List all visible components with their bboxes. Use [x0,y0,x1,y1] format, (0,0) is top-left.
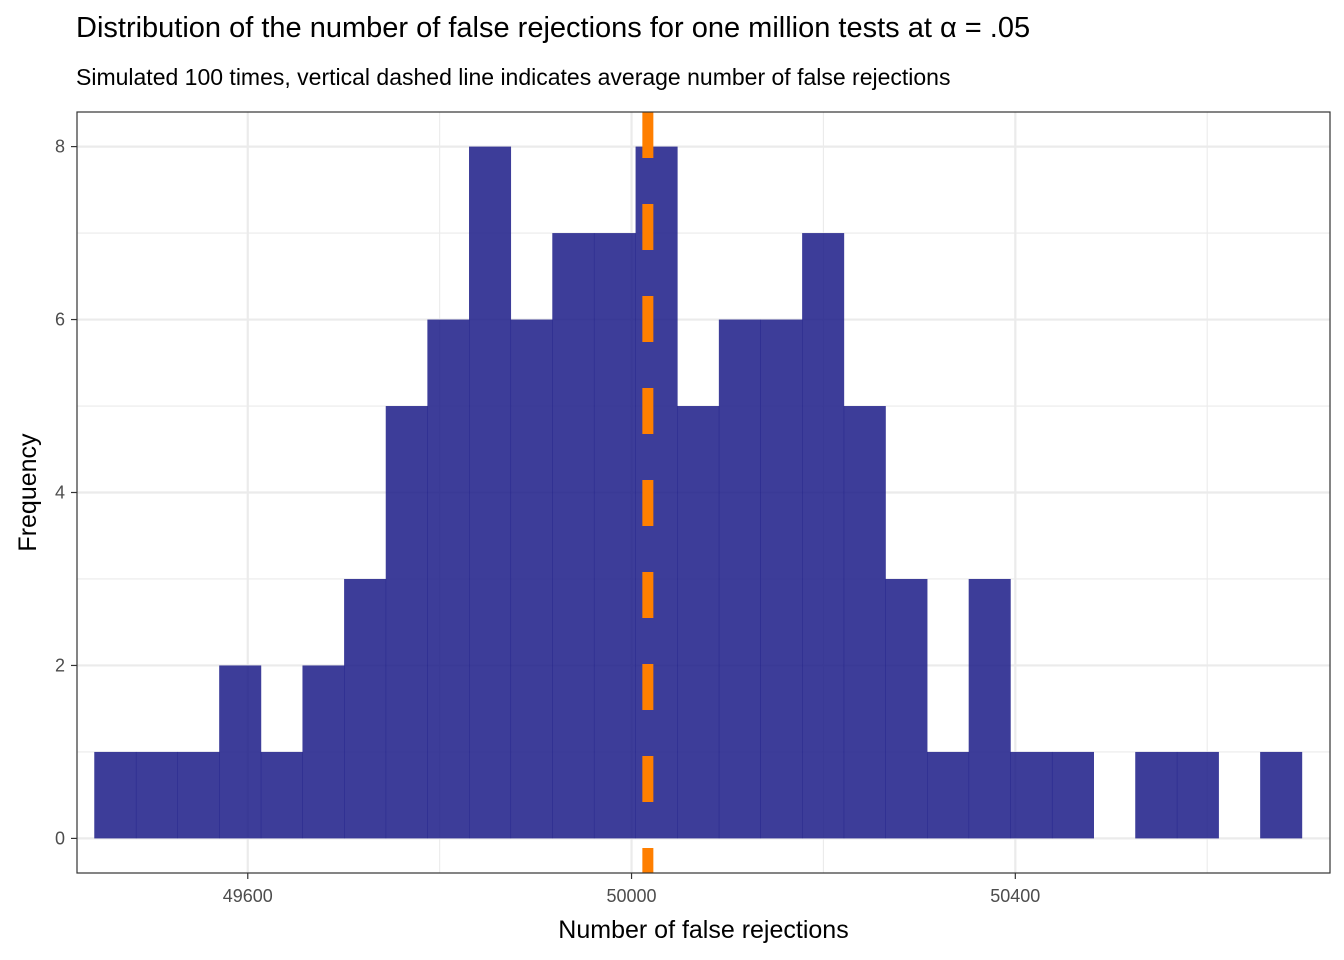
x-axis-title: Number of false rejections [558,916,848,944]
histogram-bar [1051,751,1094,839]
y-tick-label: 0 [55,828,65,848]
histogram-bar [260,751,303,839]
histogram-bar [635,146,678,839]
histogram-bar [843,406,886,839]
histogram-bar [302,665,345,839]
histogram-bar [135,751,178,839]
y-tick-label: 8 [55,137,65,157]
histogram-bar [885,578,928,839]
y-tick-label: 2 [55,655,65,675]
x-axis-ticks: 49600 50000 50400 [223,873,1040,906]
histogram-bars [94,146,1303,839]
histogram-bar [1260,751,1303,839]
chart-subtitle: Simulated 100 times, vertical dashed lin… [76,64,951,90]
chart-title: Distribution of the number of false reje… [76,12,1031,44]
histogram-bar [760,319,803,839]
x-tick-label: 49600 [223,886,273,906]
histogram-bar [469,146,512,839]
histogram-bar [1176,751,1219,839]
histogram-bar [177,751,220,839]
histogram-bar [718,319,761,839]
histogram-bar [344,578,387,839]
histogram-bar [385,406,428,839]
x-tick-label: 50000 [607,886,657,906]
histogram-bar [1010,751,1053,839]
y-tick-label: 6 [55,310,65,330]
histogram-bar [927,751,970,839]
histogram-bar [219,665,262,839]
histogram-bar [968,578,1011,839]
histogram-bar [94,751,137,839]
histogram-bar [677,406,720,839]
y-axis-ticks: 0 2 4 6 8 [55,137,77,848]
y-axis-title: Frequency [14,433,42,552]
histogram-bar [593,233,636,839]
histogram-bar [510,319,553,839]
x-tick-label: 50400 [990,886,1040,906]
y-tick-label: 4 [55,483,65,503]
histogram-bar [1135,751,1178,839]
histogram-bar [802,233,845,839]
histogram-bar [552,233,595,839]
histogram-bar [427,319,470,839]
